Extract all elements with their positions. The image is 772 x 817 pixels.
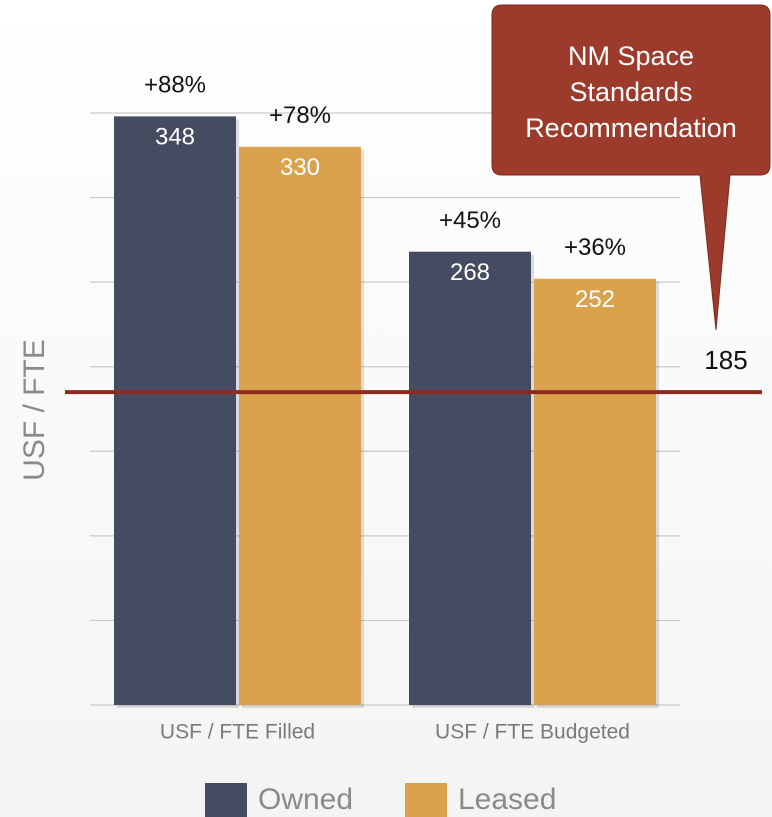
legend-label: Leased xyxy=(458,783,556,816)
value-label: 252 xyxy=(575,286,615,313)
x-tick-label: USF / FTE Filled xyxy=(160,721,315,744)
x-tick-label: USF / FTE Budgeted xyxy=(435,721,630,744)
callout-text: NM Space xyxy=(568,41,694,71)
change-label: +45% xyxy=(439,207,501,234)
value-label: 330 xyxy=(280,154,320,181)
reference-label: 185 xyxy=(704,345,747,375)
value-label: 268 xyxy=(450,259,490,286)
callout-text: Standards xyxy=(569,77,692,107)
change-label: +88% xyxy=(144,72,206,99)
bar xyxy=(114,116,236,705)
legend-swatch xyxy=(405,783,447,817)
bar xyxy=(409,251,531,705)
callout-text: Recommendation xyxy=(525,113,737,143)
change-label: +78% xyxy=(269,102,331,129)
value-label: 348 xyxy=(155,124,195,151)
callout-box xyxy=(491,4,771,331)
legend-label: Owned xyxy=(258,783,353,816)
change-label: +36% xyxy=(564,234,626,261)
legend-swatch xyxy=(205,783,247,817)
bar xyxy=(239,146,361,706)
bar xyxy=(534,278,656,705)
y-axis-label: USF / FTE xyxy=(18,339,51,481)
